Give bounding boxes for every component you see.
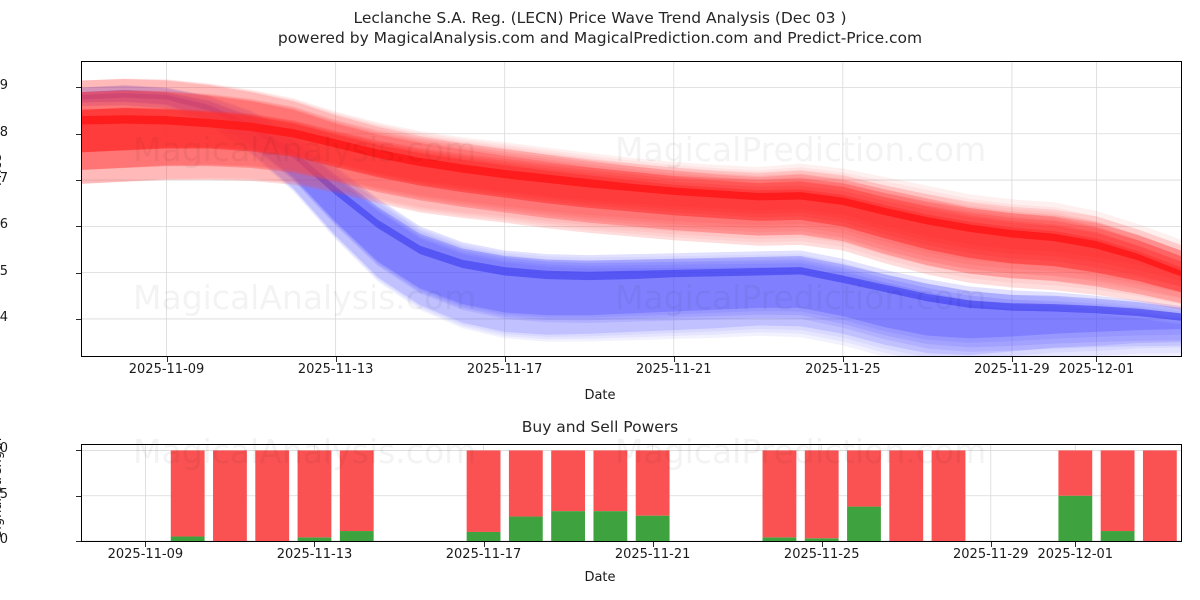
- buy-sell-power-plot-area: [81, 444, 1182, 542]
- buy-power-bar: [297, 537, 332, 541]
- price-y-tick-label: 0.18: [0, 124, 8, 140]
- price-x-tick-mark: [1011, 357, 1013, 362]
- price-y-tick-mark: [76, 87, 81, 89]
- buy-power-bar: [339, 531, 374, 541]
- power-y-tick-label: 1.0: [0, 441, 8, 457]
- price-wave-chart-plot-area: [81, 61, 1182, 357]
- buy-power-bar: [593, 511, 628, 541]
- buy-power-bar: [508, 516, 543, 541]
- price-band-blue-band-outer-echo-3: [82, 85, 1181, 356]
- power-y-tick-label: 0.5: [0, 486, 8, 502]
- price-x-tick-mark: [335, 357, 337, 362]
- buy-power-bar: [1100, 531, 1135, 541]
- sell-power-bar: [762, 450, 797, 538]
- price-y-tick-label: 0.17: [0, 171, 8, 187]
- buy-power-bar: [1058, 495, 1093, 541]
- price-xaxis-label: Date: [584, 388, 616, 403]
- sell-power-bar: [635, 450, 670, 516]
- sell-power-bar: [804, 450, 839, 539]
- power-y-tick-label: 0.0: [0, 532, 8, 547]
- price-band-blue-core-line: [82, 93, 1181, 321]
- price-x-tick-mark: [842, 357, 844, 362]
- price-x-tick-mark: [1096, 357, 1098, 362]
- power-x-tick-mark: [483, 542, 485, 547]
- power-x-tick-label: 2025-11-29: [953, 547, 1029, 562]
- power-xaxis-label: Date: [584, 570, 616, 585]
- price-x-tick-label: 2025-11-17: [466, 362, 543, 377]
- power-x-tick-mark: [821, 542, 823, 547]
- power-x-tick-label: 2025-11-25: [783, 547, 860, 562]
- power-x-tick-mark: [990, 542, 992, 547]
- price-x-tick-mark: [673, 357, 675, 362]
- price-x-tick-label: 2025-11-29: [974, 362, 1050, 377]
- sell-power-bar: [255, 450, 290, 541]
- sell-power-bar: [931, 450, 966, 541]
- price-band-blue-band-outer-echo-1: [82, 85, 1181, 356]
- price-y-tick-label: 0.19: [0, 78, 8, 94]
- price-x-tick-label: 2025-11-21: [635, 362, 712, 377]
- power-x-tick-label: 2025-11-09: [107, 547, 184, 562]
- power-x-tick-mark: [1075, 542, 1077, 547]
- price-y-tick-mark: [76, 133, 81, 135]
- sell-power-bar: [297, 450, 332, 538]
- buy-power-bar: [762, 537, 797, 541]
- power-x-tick-label: 2025-11-21: [614, 547, 691, 562]
- price-x-tick-label: 2025-11-09: [128, 362, 205, 377]
- price-band-blue-band-outer-echo-2: [82, 85, 1181, 356]
- sell-power-bar: [466, 450, 501, 532]
- power-y-tick-mark: [76, 541, 81, 542]
- sell-power-bar: [1142, 450, 1177, 541]
- price-y-tick-mark: [76, 272, 81, 274]
- power-x-tick-label: 2025-11-13: [276, 547, 353, 562]
- price-x-tick-mark: [166, 357, 168, 362]
- price-band-blue-band-mid-echo-3: [82, 90, 1181, 352]
- sell-power-bar: [508, 450, 543, 517]
- page-subtitle: powered by MagicalAnalysis.com and Magic…: [277, 29, 923, 47]
- sell-power-bar: [593, 450, 628, 512]
- sell-power-bar: [170, 450, 205, 537]
- price-y-tick-label: 0.14: [0, 309, 8, 325]
- buy-power-bar: [551, 511, 586, 541]
- buy-power-bar: [170, 536, 205, 541]
- sell-power-bar: [1058, 450, 1093, 496]
- power-x-tick-label: 2025-11-17: [445, 547, 522, 562]
- price-y-tick-label: 0.15: [0, 263, 8, 279]
- power-x-tick-mark: [314, 542, 316, 547]
- price-y-tick-label: 0.16: [0, 217, 8, 233]
- price-band-blue-band-mid: [82, 89, 1181, 339]
- price-y-tick-mark: [76, 180, 81, 182]
- power-x-tick-mark: [652, 542, 654, 547]
- sell-power-bar: [551, 450, 586, 512]
- buy-power-bar: [804, 538, 839, 541]
- price-band-blue-band-mid-echo-1: [82, 89, 1181, 343]
- power-x-tick-mark: [145, 542, 147, 547]
- buy-power-bar: [466, 531, 501, 541]
- page-title: Leclanche S.A. Reg. (LECN) Price Wave Tr…: [353, 9, 847, 27]
- price-band-blue-band-outer: [82, 85, 1181, 356]
- price-x-tick-label: 2025-11-13: [297, 362, 374, 377]
- sell-power-bar: [847, 450, 881, 507]
- power-y-tick-mark: [76, 450, 81, 452]
- price-x-tick-mark: [504, 357, 506, 362]
- power-y-tick-mark: [76, 495, 81, 497]
- buy-power-bar: [635, 515, 670, 541]
- sell-power-bar: [889, 450, 924, 541]
- sell-power-bar: [1100, 450, 1135, 532]
- price-x-tick-label: 2025-12-01: [1058, 362, 1135, 377]
- price-x-tick-label: 2025-11-25: [805, 362, 881, 377]
- price-y-tick-mark: [76, 226, 81, 228]
- power-x-tick-label: 2025-12-01: [1037, 547, 1114, 562]
- price-band-red-band-inner: [82, 108, 1181, 293]
- chart-title-block: Leclanche S.A. Reg. (LECN) Price Wave Tr…: [0, 8, 1200, 48]
- sell-power-bar: [339, 450, 374, 532]
- price-wave-svg: [82, 62, 1181, 356]
- price-y-tick-mark: [76, 318, 81, 320]
- buy-sell-power-svg: [82, 445, 1181, 541]
- buy-power-bar: [847, 506, 881, 541]
- price-band-blue-band-mid-echo-2: [82, 90, 1181, 348]
- sell-power-bar: [213, 450, 247, 541]
- power-chart-title: Buy and Sell Powers: [521, 418, 679, 436]
